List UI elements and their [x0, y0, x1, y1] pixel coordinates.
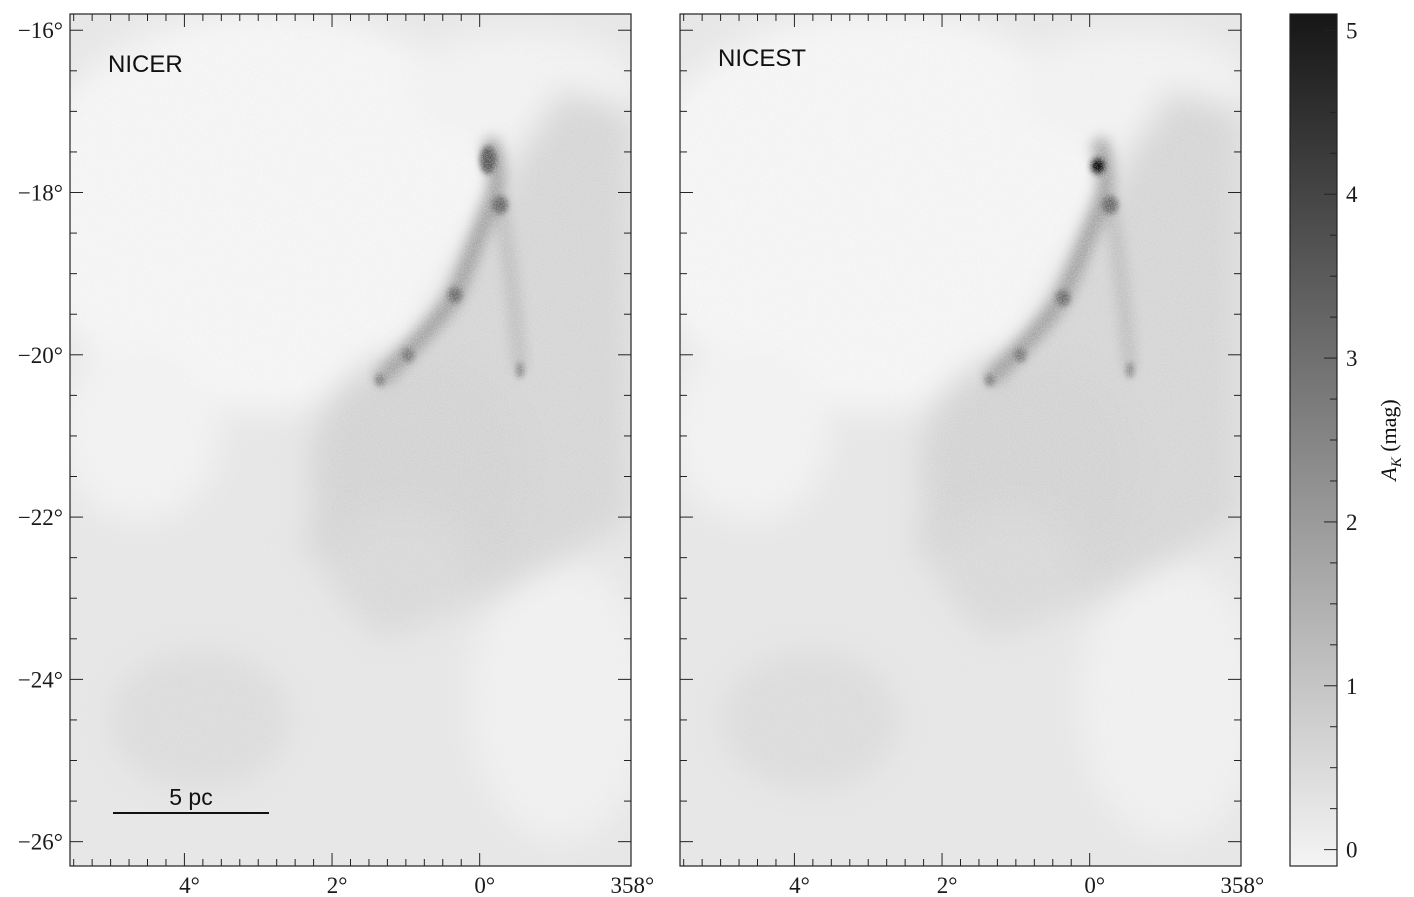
colorbar-label-main: A: [1376, 467, 1401, 483]
colorbar-gradient: [1290, 14, 1337, 866]
scale-bar-label: 5 pc: [169, 784, 212, 810]
axis-ticks: [680, 14, 1241, 866]
x-tick-label: 4°: [179, 873, 200, 897]
colorbar-label: AK (mag): [1376, 399, 1405, 483]
colorbar-tick-label: 0: [1346, 838, 1358, 863]
x-tick-label: 358°: [610, 873, 654, 897]
colorbar-tick-label: 3: [1346, 346, 1358, 371]
panel-nicer: −16° −18° −20° −22° −24° −26° 4° 2° 0° 358° NICE…: [18, 13, 654, 897]
y-axis-labels: −16° −18° −20° −22° −24° −26°: [18, 18, 63, 854]
x-tick-label: 2°: [937, 873, 958, 897]
colorbar-label-unit: (mag): [1376, 399, 1401, 457]
x-tick-label: 0°: [474, 873, 495, 897]
panel-label-nicest: NICEST: [718, 45, 806, 72]
map-noise: [680, 14, 1241, 866]
y-tick-label: −16°: [18, 18, 63, 43]
x-tick-label: 0°: [1084, 873, 1105, 897]
colorbar: 0 1 2 3 4 5 AK (mag): [1289, 13, 1405, 867]
panel-nicest: 4° 2° 0° 358° NICEST: [679, 13, 1264, 897]
y-tick-label: −24°: [18, 667, 63, 692]
map-noise: [70, 14, 631, 866]
y-tick-label: −20°: [18, 343, 63, 368]
x-tick-label: 358°: [1220, 873, 1264, 897]
y-tick-label: −18°: [18, 181, 63, 206]
colorbar-tick-label: 2: [1346, 510, 1358, 535]
colorbar-tick-labels: 0 1 2 3 4 5: [1346, 18, 1358, 862]
x-axis-labels: 4° 2° 0° 358°: [179, 873, 654, 897]
colorbar-tick-label: 5: [1346, 18, 1358, 43]
colorbar-label-sub: K: [1389, 456, 1405, 468]
panel-label-nicer: NICER: [108, 51, 183, 78]
x-axis-labels: 4° 2° 0° 358°: [789, 873, 1264, 897]
scale-bar: 5 pc: [113, 784, 269, 814]
y-tick-label: −26°: [18, 830, 63, 855]
extinction-map-nicer: [70, 14, 631, 866]
colorbar-ticks: [1324, 29, 1337, 851]
y-tick-label: −22°: [18, 505, 63, 530]
axis-ticks: [70, 14, 631, 866]
colorbar-tick-label: 4: [1346, 182, 1358, 207]
x-tick-label: 4°: [789, 873, 810, 897]
x-tick-label: 2°: [327, 873, 348, 897]
extinction-map-nicest: [680, 14, 1241, 866]
colorbar-tick-label: 1: [1346, 674, 1358, 699]
